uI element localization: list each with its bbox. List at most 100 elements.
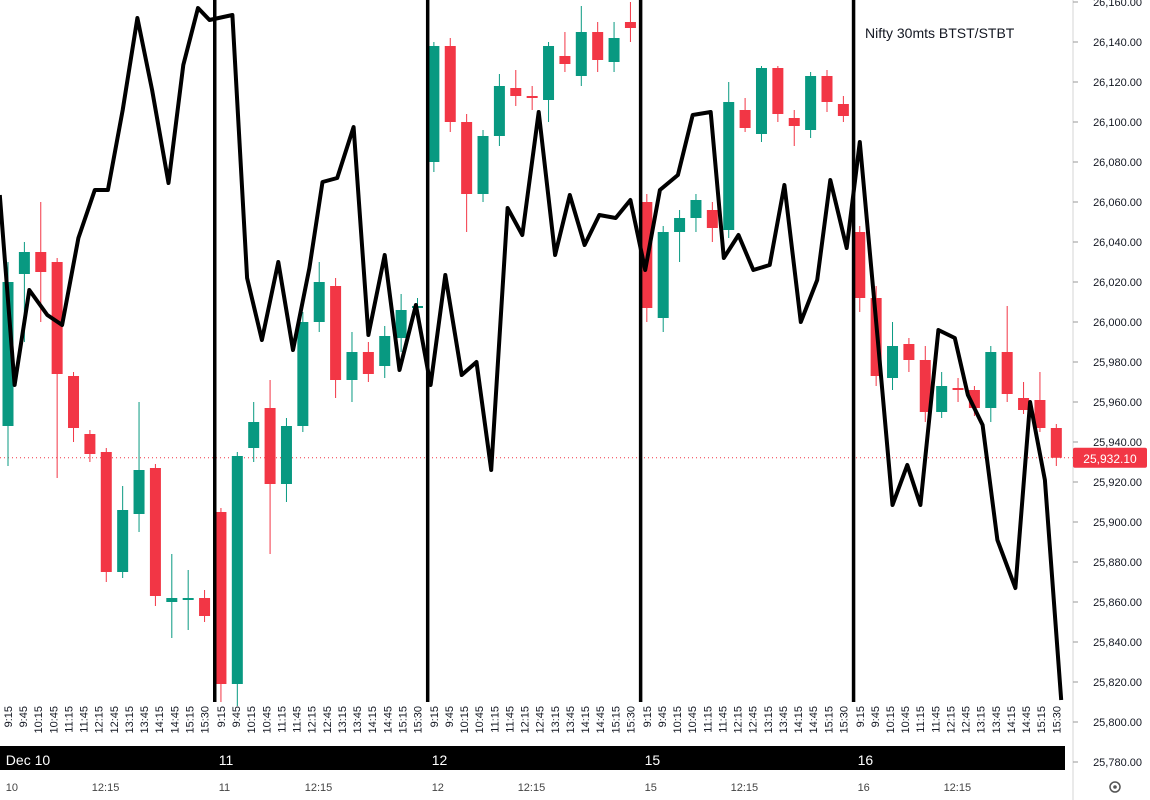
x-tick-label: 13:45 xyxy=(991,706,1003,734)
x-tick-label: 13:45 xyxy=(565,706,577,734)
x-tick-label: 12:45 xyxy=(961,706,973,734)
candle-body xyxy=(444,46,456,122)
y-tick-label: 25,960.00 xyxy=(1093,397,1142,409)
candle-body xyxy=(1050,428,1062,458)
y-tick-label: 26,160.00 xyxy=(1093,0,1142,9)
x-tick-label: 12:15 xyxy=(94,706,106,734)
candle-body xyxy=(543,46,555,100)
x-tick-label: 14:15 xyxy=(1006,706,1018,734)
last-price-box xyxy=(1073,447,1147,468)
candle-body xyxy=(264,408,276,484)
candle-body xyxy=(35,252,47,272)
x-tick-label: 13:45 xyxy=(352,706,364,734)
y-tick-label: 26,080.00 xyxy=(1093,157,1142,169)
y-tick-label: 25,940.00 xyxy=(1093,437,1142,449)
y-tick-label: 25,840.00 xyxy=(1093,637,1142,649)
x-tick-label: 14:15 xyxy=(580,706,592,734)
x-tick-label: 12:15 xyxy=(520,706,532,734)
x-tick-label: 12:15 xyxy=(307,706,319,734)
x-tick-label: 13:15 xyxy=(550,706,562,734)
lower-axis-label: 10 xyxy=(6,782,18,794)
x-tick-label: 11:45 xyxy=(504,706,516,733)
candle-body xyxy=(297,322,309,426)
lower-axis-label: 15 xyxy=(645,782,657,794)
candle-body xyxy=(84,434,96,454)
gear-center[interactable] xyxy=(1113,785,1117,789)
y-tick-label: 25,860.00 xyxy=(1093,597,1142,609)
day-label: 12 xyxy=(432,752,448,768)
x-tick-label: 12:45 xyxy=(535,706,547,734)
candle-body xyxy=(68,376,80,428)
y-tick-label: 25,900.00 xyxy=(1093,517,1142,529)
x-tick-label: 9:15 xyxy=(216,706,228,727)
x-tick-label: 11:15 xyxy=(915,706,927,733)
y-tick-label: 26,100.00 xyxy=(1093,117,1142,129)
day-label: 15 xyxy=(645,752,661,768)
y-tick-label: 25,920.00 xyxy=(1093,477,1142,489)
x-tick-label: 15:15 xyxy=(397,706,409,734)
x-tick-label: 11:15 xyxy=(63,706,75,733)
candle-body xyxy=(575,32,587,76)
x-tick-label: 9:15 xyxy=(642,706,654,727)
x-tick-label: 10:45 xyxy=(48,706,60,734)
x-tick-label: 14:15 xyxy=(793,706,805,734)
day-label: 16 xyxy=(858,752,874,768)
x-tick-label: 9:15 xyxy=(429,706,441,727)
x-tick-label: 12:45 xyxy=(322,706,334,734)
candle-body xyxy=(215,512,227,684)
x-tick-label: 10:45 xyxy=(687,706,699,734)
candle-body xyxy=(199,598,211,616)
x-tick-label: 15:15 xyxy=(1036,706,1048,734)
x-tick-label: 11:45 xyxy=(292,706,304,733)
candle-body xyxy=(2,282,14,426)
candle-body xyxy=(674,218,686,232)
candle-body xyxy=(887,346,899,378)
y-tick-label: 26,060.00 xyxy=(1093,197,1142,209)
x-tick-label: 9:45 xyxy=(231,706,243,727)
x-tick-label: 9:45 xyxy=(657,706,669,727)
candle-body xyxy=(837,104,849,116)
candle-body xyxy=(608,38,620,62)
x-tick-label: 9:45 xyxy=(444,706,456,727)
x-tick-label: 14:45 xyxy=(808,706,820,734)
x-tick-label: 9:15 xyxy=(3,706,15,727)
y-tick-label: 26,020.00 xyxy=(1093,277,1142,289)
x-tick-label: 15:15 xyxy=(823,706,835,734)
x-tick-label: 12:45 xyxy=(109,706,121,734)
candle-body xyxy=(51,262,63,374)
x-tick-label: 14:15 xyxy=(367,706,379,734)
day-label: Dec 10 xyxy=(6,752,51,768)
y-tick-label: 25,800.00 xyxy=(1093,717,1142,729)
settings-icon[interactable] xyxy=(1109,781,1121,793)
x-tick-label: 15:30 xyxy=(1051,706,1063,734)
candle-body xyxy=(723,102,735,230)
candle-body xyxy=(248,422,260,448)
candle-body xyxy=(1001,352,1013,394)
candle-body xyxy=(755,68,767,134)
candle-body xyxy=(805,76,817,130)
y-tick-label: 26,000.00 xyxy=(1093,317,1142,329)
x-tick-label: 13:15 xyxy=(337,706,349,734)
candle-body xyxy=(379,336,391,366)
candle-body xyxy=(821,76,833,102)
x-tick-label: 15:15 xyxy=(610,706,622,734)
candle-body xyxy=(919,360,931,412)
candle-body xyxy=(903,344,915,360)
candle-body xyxy=(952,388,964,390)
y-tick-label: 25,780.00 xyxy=(1093,757,1142,769)
x-tick-label: 13:45 xyxy=(778,706,790,734)
day-label: 11 xyxy=(219,752,234,768)
candle-body xyxy=(968,390,980,408)
candle-body xyxy=(133,470,145,514)
lower-axis-label: 16 xyxy=(858,782,870,794)
candle-body xyxy=(477,136,489,194)
x-tick-label: 14:45 xyxy=(169,706,181,734)
x-tick-label: 11:15 xyxy=(702,706,714,733)
lower-axis-label: 12:15 xyxy=(731,782,759,794)
candle-body xyxy=(493,86,505,136)
candle-body xyxy=(526,96,538,98)
gear-ring[interactable] xyxy=(1109,781,1121,793)
x-tick-label: 10:45 xyxy=(261,706,273,734)
